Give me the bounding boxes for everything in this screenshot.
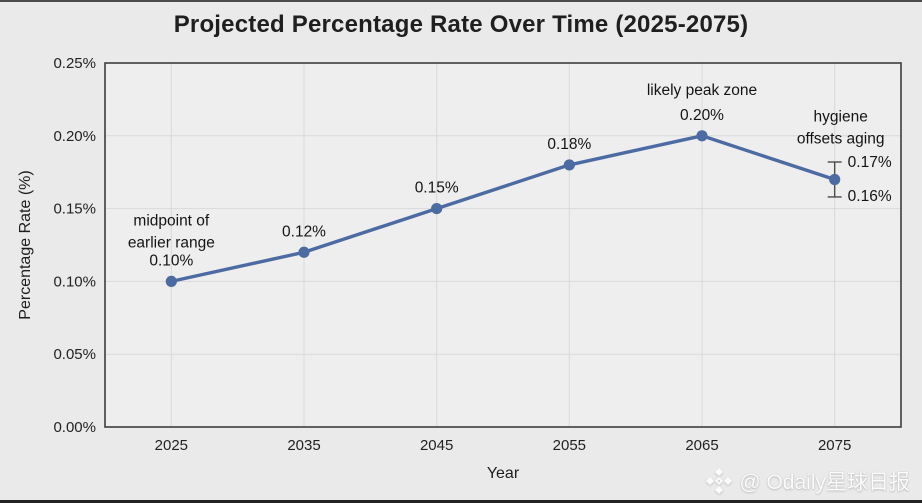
y-tick-label: 0.15% (53, 201, 96, 218)
annotation-hygiene: offsets aging (797, 130, 885, 147)
x-tick-label: 2075 (818, 437, 851, 454)
x-tick-label: 2035 (287, 437, 320, 454)
data-point-label: 0.10% (149, 252, 193, 269)
annotation-peak: likely peak zone (647, 82, 757, 99)
y-tick-label: 0.20% (53, 128, 96, 145)
x-tick-label: 2055 (553, 437, 586, 454)
top-border-strip (0, 0, 922, 2)
y-tick-label: 0.00% (53, 419, 96, 436)
series-line (169, 134, 837, 284)
watermark: @ Odaily星球日报 (706, 466, 910, 496)
y-tick-label: 0.10% (53, 273, 96, 290)
annotation-midpoint: earlier range (128, 234, 215, 251)
data-point-marker (829, 173, 841, 186)
data-point-label: 0.18% (547, 136, 591, 153)
x-tick-label: 2045 (420, 437, 453, 454)
data-point-label: 0.15% (415, 180, 459, 197)
y-tick-label: 0.25% (53, 55, 96, 72)
data-point-marker (696, 130, 708, 142)
x-tick-label: 2025 (155, 437, 188, 454)
odaily-logo-icon (706, 468, 733, 494)
x-tick-label: 2065 (685, 437, 718, 454)
data-point-marker (563, 159, 575, 171)
plot-background (105, 63, 901, 427)
chart-title: Projected Percentage Rate Over Time (202… (173, 11, 749, 38)
plot-generated-content: 0.00% 0.05% 0.10% 0.15% 0.20% 0.25% 2025 2035 20… (53, 55, 902, 454)
y-axis-title: Percentage Rate (%) (17, 170, 34, 319)
error-lower-label: 0.16% (848, 188, 892, 205)
data-point-marker (165, 275, 177, 287)
annotation-hygiene: hygiene (814, 108, 868, 125)
error-upper-label: 0.17% (848, 154, 892, 171)
data-point-marker (298, 246, 310, 258)
data-point-label: 0.12% (282, 223, 326, 240)
bottom-border-strip (0, 500, 922, 503)
watermark-text: @ Odaily星球日报 (739, 471, 910, 494)
data-point-label: 0.20% (680, 107, 724, 124)
x-axis-title: Year (487, 465, 520, 482)
plot-border (104, 62, 902, 428)
data-point-marker (431, 203, 443, 215)
annotation-midpoint: midpoint of (133, 212, 210, 229)
y-tick-label: 0.05% (53, 346, 96, 363)
